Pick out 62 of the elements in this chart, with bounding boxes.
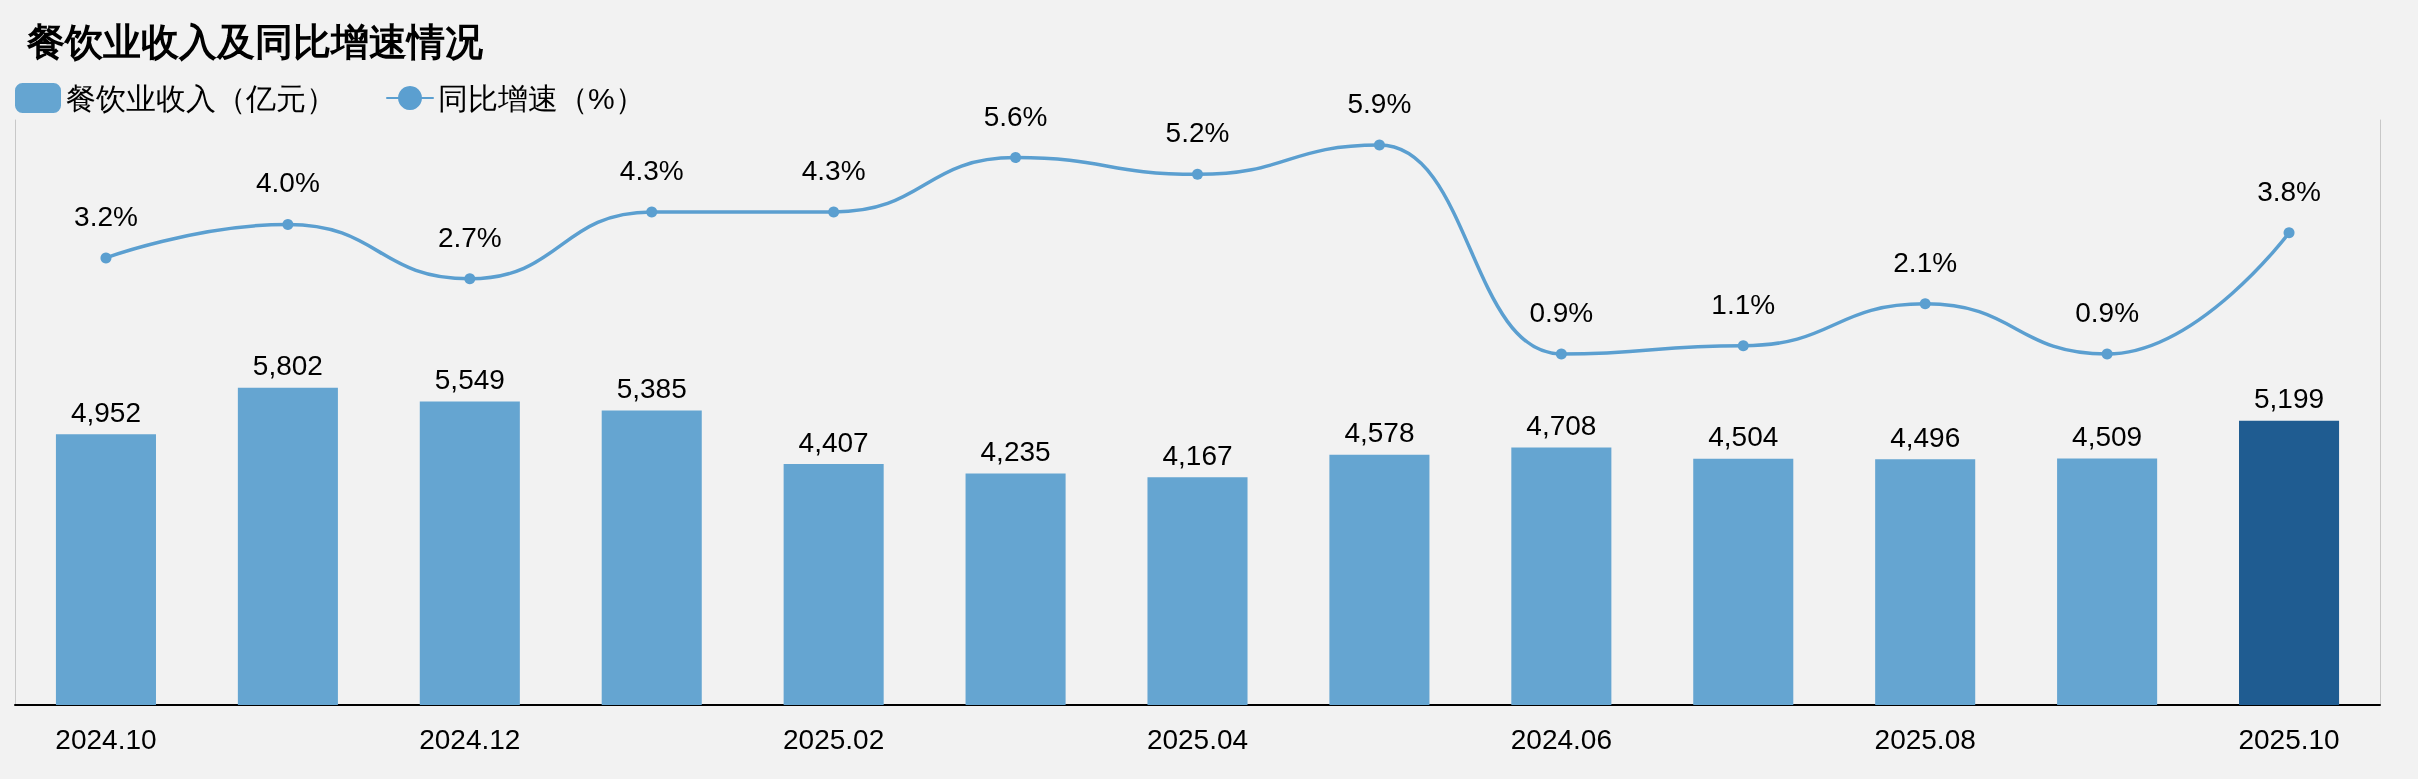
bar (965, 473, 1066, 705)
point (1919, 298, 1931, 310)
data-label: 4,407 (798, 426, 869, 458)
bar (55, 434, 156, 705)
bar (237, 387, 338, 705)
data-label: 4,952 (70, 396, 141, 428)
data-label: 0.9% (1529, 297, 1594, 328)
bar (1511, 447, 1612, 705)
data-label: 5,549 (434, 364, 505, 396)
data-label: 4,235 (980, 435, 1051, 467)
data-label: 4.0% (255, 167, 320, 199)
point (646, 206, 658, 218)
x-tick-label: 2024.10 (55, 723, 157, 755)
x-tick-label: 2025.08 (1874, 723, 1976, 755)
bar (2239, 420, 2340, 705)
point (1737, 340, 1749, 352)
point (100, 252, 112, 264)
point (2283, 227, 2295, 239)
data-label: 4.3% (801, 154, 866, 186)
data-label: 4,509 (2072, 420, 2143, 452)
data-label: 3.8% (2257, 175, 2321, 207)
data-label: 3.2% (74, 200, 138, 232)
data-label: 5,802 (252, 350, 323, 382)
x-tick-label: 2025.10 (2238, 723, 2340, 755)
bar (1147, 477, 1248, 705)
point (1555, 348, 1567, 360)
x-tick-label: 2025.02 (783, 723, 885, 755)
point (1373, 139, 1385, 151)
data-label: 5.6% (983, 100, 1048, 132)
data-label: 4,167 (1162, 439, 1233, 471)
data-label: 2.7% (437, 221, 502, 253)
data-label: 5,385 (616, 373, 687, 405)
data-label: 4,708 (1526, 410, 1597, 442)
data-label: 1.1% (1711, 288, 1776, 320)
data-label: 0.9% (2075, 297, 2140, 328)
bar (419, 401, 520, 705)
bar (2057, 458, 2158, 705)
data-label: 2.1% (1893, 246, 1958, 278)
data-label: 5,199 (2254, 383, 2325, 415)
data-label: 5.9% (1347, 88, 1412, 120)
data-label: 5.2% (1165, 117, 1230, 149)
point (1010, 152, 1022, 164)
point (2101, 348, 2113, 360)
chart-title: 餐饮业收入及同比增速情况 (26, 21, 483, 63)
data-label: 4.3% (619, 154, 684, 186)
point (828, 206, 840, 218)
data-label: 4,578 (1344, 417, 1415, 449)
x-tick-label: 2024.06 (1510, 723, 1612, 755)
bar (1693, 458, 1794, 705)
legend-label: 同比增速（%） (438, 81, 645, 115)
point (282, 218, 294, 230)
bar (783, 464, 884, 705)
x-tick-label: 2025.04 (1146, 723, 1249, 755)
bar (1329, 454, 1430, 705)
point (1192, 168, 1203, 180)
x-tick-label: 2024.12 (419, 723, 521, 755)
bar (601, 410, 702, 705)
bar (1875, 459, 1976, 705)
data-label: 4,496 (1890, 421, 1961, 453)
point (464, 273, 476, 285)
data-label: 4,504 (1708, 421, 1779, 453)
legend-label: 餐饮业收入（亿元） (66, 81, 336, 115)
